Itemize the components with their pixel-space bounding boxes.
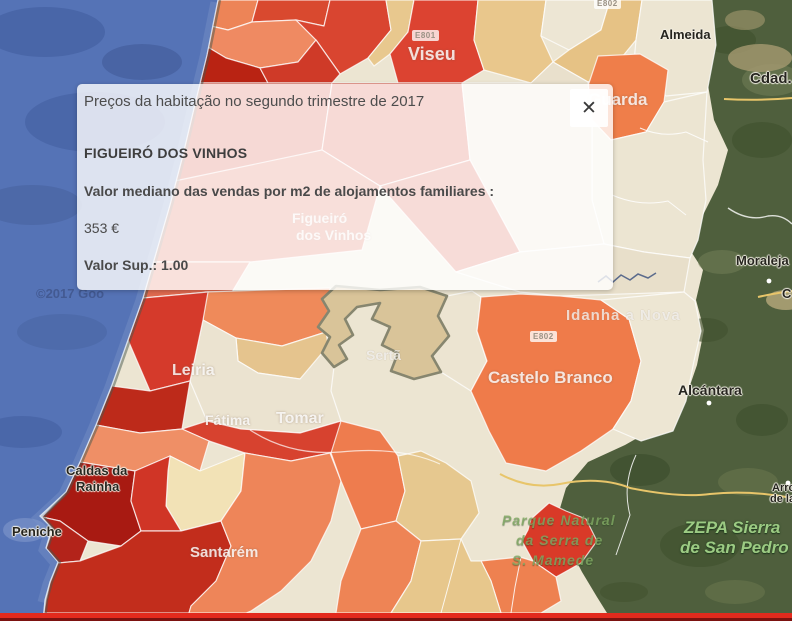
popup-sup-label: Valor Sup.: 1.00 (84, 257, 189, 273)
timeline-bar[interactable] (0, 613, 792, 621)
close-icon: ✕ (581, 97, 597, 119)
popup-title: Preços da habitação no segundo trimestre… (84, 93, 425, 110)
town-dots (706, 278, 791, 486)
info-popup-content: Preços da habitação no segundo trimestre… (77, 84, 613, 274)
municipal-borders (440, 127, 709, 614)
roads (249, 97, 792, 499)
popup-region-name: FIGUEIRÓ DOS VINHOS (84, 145, 248, 161)
info-popup: Preços da habitação no segundo trimestre… (77, 84, 613, 290)
close-button[interactable]: ✕ (570, 89, 608, 127)
popup-value: 353 € (84, 220, 120, 236)
selected-region-figueiro-dos-vinhos[interactable] (316, 284, 451, 381)
popup-metric-label: Valor mediano das vendas por m2 de aloja… (84, 183, 495, 199)
